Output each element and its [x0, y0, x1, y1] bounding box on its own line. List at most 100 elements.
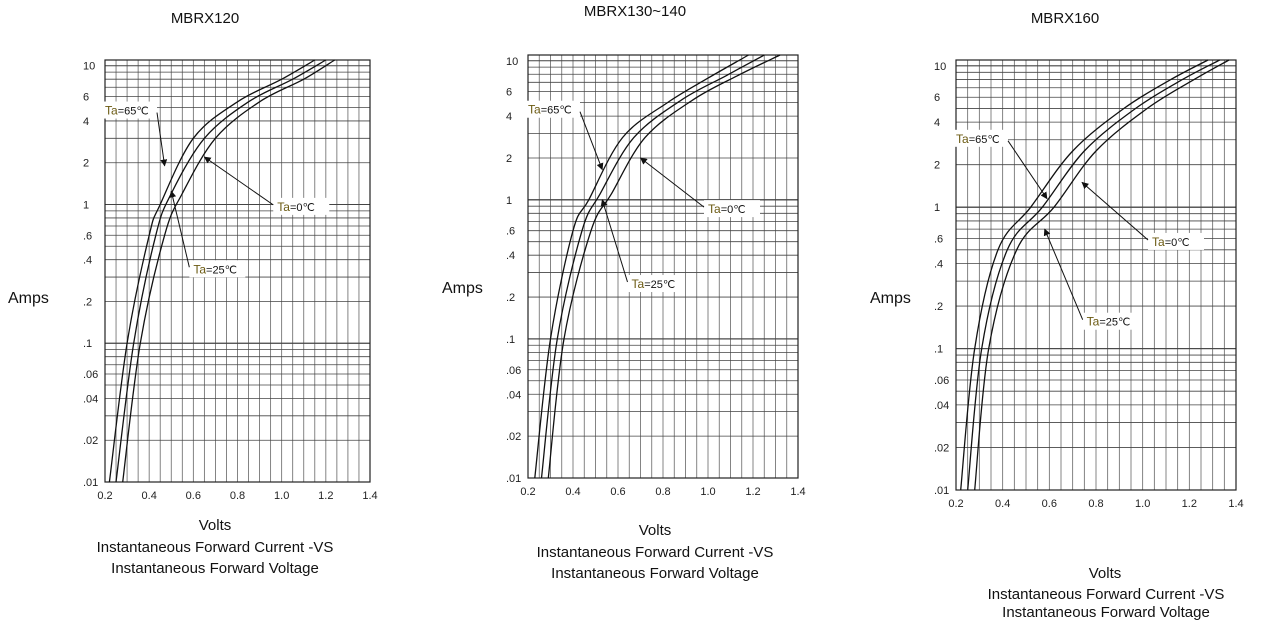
chart-caption: Instantaneous Forward Current -VS Instan… — [500, 542, 810, 584]
y-tick-label: .06 — [83, 369, 98, 381]
y-tick-label: .04 — [506, 389, 521, 401]
annotation-value: =0℃ — [290, 202, 315, 214]
y-tick-label: 4 — [506, 111, 512, 123]
y-tick-label: 1 — [506, 195, 512, 207]
series-line — [122, 59, 336, 483]
annotation-box — [273, 197, 330, 215]
annotation-box — [952, 129, 1008, 147]
annotation-value: =25℃ — [644, 279, 675, 291]
annotation-label: Ta=0℃ — [277, 200, 315, 214]
y-tick-label: .02 — [83, 435, 98, 447]
y-tick-label: 6 — [934, 92, 940, 104]
annotation-box — [627, 275, 684, 293]
x-tick-label: 0.6 — [1042, 498, 1057, 510]
y-tick-label: .4 — [506, 250, 515, 262]
series-line — [547, 54, 781, 479]
x-tick-label: 1.4 — [790, 486, 805, 498]
plot-frame — [527, 54, 799, 479]
y-tick-label: .4 — [83, 255, 92, 267]
y-tick-label: 1 — [934, 202, 940, 214]
annotation-label: Ta=65℃ — [105, 104, 149, 118]
y-tick-label: 2 — [83, 158, 89, 170]
annotation-box — [1082, 312, 1139, 330]
y-tick-label: .1 — [83, 338, 92, 350]
x-tick-label: 0.4 — [995, 498, 1010, 510]
y-tick-label: .01 — [83, 477, 98, 489]
annotation-prefix: Ta — [528, 103, 541, 117]
annotation-box — [524, 100, 580, 118]
x-tick-label: 0.2 — [97, 490, 112, 502]
caption-line-1: Instantaneous Forward Current -VS — [987, 586, 1225, 603]
annotation-prefix: Ta — [105, 104, 118, 118]
chart-caption: Instantaneous Forward Current -VS Instan… — [948, 586, 1262, 622]
x-tick-label: 0.6 — [186, 490, 201, 502]
x-axis-label: Volts — [198, 517, 232, 534]
y-axis-label: Amps — [442, 280, 483, 297]
y-tick-label: .02 — [506, 431, 521, 443]
chart-title: MBRX160 — [1030, 10, 1100, 27]
annotation-arrow — [579, 111, 604, 171]
annotation-prefix: Ta — [1087, 315, 1100, 329]
chart-panel-mbrx120: MBRX120 Amps 10 6 4 2 1.6.4.2.1.06.04.02.01 0… — [0, 0, 420, 613]
series-line — [534, 54, 749, 479]
annotation-prefix: Ta — [277, 200, 290, 214]
y-tick-label: 6 — [83, 92, 89, 104]
annotation-box — [101, 101, 157, 119]
x-tick-label: 0.8 — [230, 490, 245, 502]
y-tick-label: .02 — [934, 442, 949, 454]
caption-line-2: Instantaneous Forward Voltage — [111, 560, 319, 577]
annotation-box — [189, 260, 246, 278]
x-tick-label: 1.2 — [318, 490, 333, 502]
annotation-label: Ta=0℃ — [1152, 235, 1190, 249]
annotation-arrow — [600, 199, 628, 283]
caption-line-2: Instantaneous Forward Voltage — [1002, 604, 1210, 621]
caption-line-1: Instantaneous Forward Current -VS — [96, 539, 334, 556]
y-tick-label: 2 — [506, 153, 512, 165]
annotation-value: =0℃ — [1165, 237, 1190, 249]
x-tick-label: 1.0 — [274, 490, 289, 502]
y-tick-label: .01 — [506, 473, 521, 485]
annotation-arrow — [1043, 228, 1084, 320]
annotation-value: =65℃ — [969, 134, 1000, 146]
y-tick-label: .4 — [934, 258, 943, 270]
series-line — [108, 59, 316, 483]
annotation-value: =25℃ — [206, 264, 237, 276]
y-tick-label: 6 — [506, 87, 512, 99]
x-tick-label: 0.2 — [948, 498, 963, 510]
annotation-label: Ta=65℃ — [956, 132, 1000, 146]
chart-plot-mbrx160: 10 6 4 2 1 .6 .4 .2 .1 .06 .04 .02 .010.2 0.4 0.6 0.8 1.… — [934, 59, 1244, 510]
series-line — [967, 59, 1221, 491]
series-line — [540, 54, 765, 479]
y-tick-label: .6 — [83, 230, 92, 242]
y-tick-label: .04 — [934, 400, 949, 412]
y-tick-label: .6 — [506, 226, 515, 238]
x-tick-label: 0.8 — [655, 486, 670, 498]
x-axis-label: Volts — [638, 522, 672, 539]
series-line — [115, 59, 327, 483]
annotation-prefix: Ta — [632, 277, 645, 291]
annotation-value: =0℃ — [721, 204, 746, 216]
caption-line-2: Instantaneous Forward Voltage — [551, 565, 759, 582]
y-tick-label: 4 — [83, 116, 89, 128]
annotation-arrow — [639, 157, 705, 208]
annotation-label: Ta=25℃ — [1087, 315, 1131, 329]
y-tick-label: .1 — [506, 334, 515, 346]
x-tick-label: 0.2 — [520, 486, 535, 498]
x-axis-label: Volts — [1088, 565, 1122, 582]
chart-caption: Instantaneous Forward Current -VS Instan… — [60, 537, 370, 579]
x-tick-label: 1.2 — [1182, 498, 1197, 510]
caption-line-1: Instantaneous Forward Current -VS — [536, 544, 774, 561]
y-tick-label: .2 — [506, 292, 515, 304]
annotation-value: =65℃ — [118, 106, 149, 118]
y-tick-label: 4 — [934, 117, 940, 129]
y-tick-label: 10 — [83, 61, 95, 73]
x-tick-label: 0.6 — [610, 486, 625, 498]
x-tick-label: 1.4 — [362, 490, 377, 502]
y-tick-label: .01 — [934, 485, 949, 497]
annotation-label: Ta=25℃ — [632, 277, 676, 291]
x-tick-label: 0.4 — [565, 486, 580, 498]
annotation-label: Ta=25℃ — [193, 262, 237, 276]
y-tick-label: 1 — [83, 199, 89, 211]
chart-title: MBRX120 — [170, 10, 240, 27]
chart-plot-mbrx120: 10 6 4 2 1 .6 .4 .2 .1 .06 .04 .02 .010.2 0.4 0.6 0.8 1.… — [83, 59, 378, 502]
